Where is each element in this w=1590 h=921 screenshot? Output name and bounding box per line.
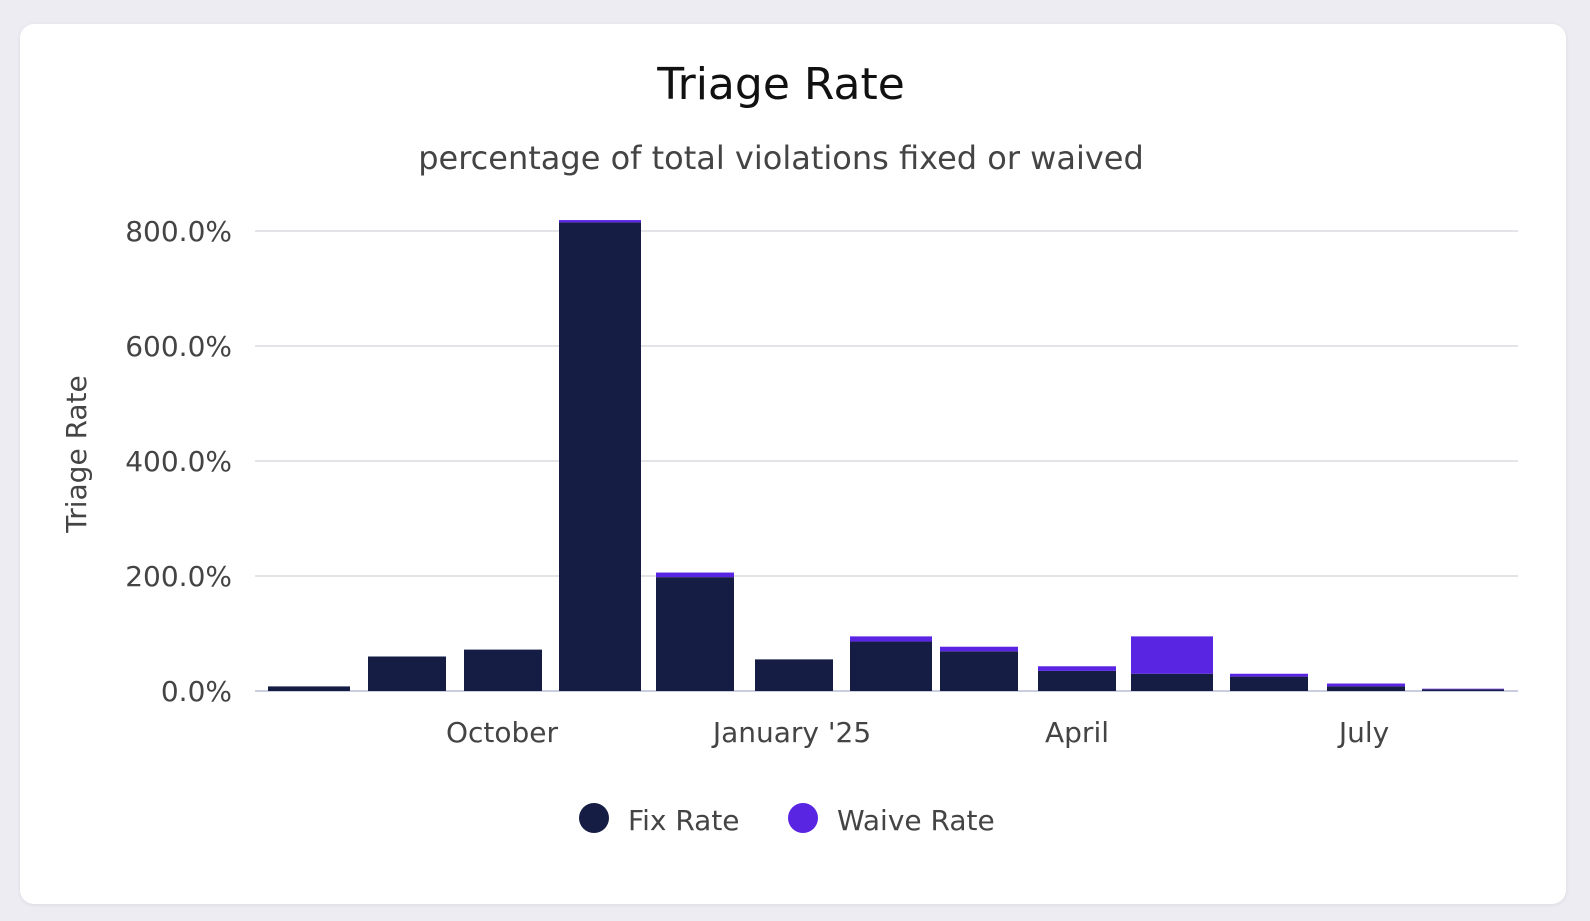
legend-label: Fix Rate	[628, 804, 740, 837]
chart-subtitle: percentage of total violations fixed or …	[418, 139, 1144, 177]
x-tick-labels: October January '25 April July	[446, 716, 1389, 749]
x-tick-label: April	[1045, 716, 1109, 749]
bar-fix-rate-2024-09[interactable]	[368, 656, 446, 692]
y-tick-label: 0.0%	[161, 675, 232, 708]
y-tick-label: 800.0%	[125, 215, 232, 248]
bar-waive-rate-2025-05[interactable]	[1131, 636, 1213, 674]
chart-card	[20, 24, 1566, 904]
legend: Fix Rate Waive Rate	[579, 803, 995, 837]
bar-fix-rate-2025-06[interactable]	[1230, 676, 1308, 691]
bar-fix-rate-2024-12[interactable]	[656, 577, 734, 691]
bar-fix-rate-2025-07[interactable]	[1327, 686, 1405, 691]
legend-item-waive-rate[interactable]: Waive Rate	[788, 803, 995, 837]
bar-fix-rate-2024-08[interactable]	[268, 686, 350, 691]
legend-item-fix-rate[interactable]: Fix Rate	[579, 803, 740, 837]
legend-marker	[788, 803, 818, 833]
grid-layer	[255, 230, 1518, 692]
bar-waive-rate-2025-07[interactable]	[1327, 683, 1405, 687]
bar-waive-rate-2024-12[interactable]	[656, 572, 734, 578]
bar-fix-rate-2024-11[interactable]	[559, 222, 641, 691]
bar-fix-rate-2025-01[interactable]	[755, 659, 833, 691]
y-tick-labels: 0.0% 200.0% 400.0% 600.0% 800.0%	[125, 215, 232, 708]
legend-label: Waive Rate	[837, 804, 995, 837]
legend-marker	[579, 803, 609, 833]
bar-waive-rate-2024-11[interactable]	[559, 220, 641, 223]
bar-fix-rate-2025-03[interactable]	[940, 651, 1018, 691]
bar-waive-rate-2025-04[interactable]	[1038, 666, 1116, 671]
bar-fix-rate-2025-05[interactable]	[1131, 673, 1213, 691]
bar-fix-rate-2025-04[interactable]	[1038, 670, 1116, 691]
x-tick-label: July	[1337, 716, 1389, 749]
chart-title: Triage Rate	[656, 59, 905, 110]
y-tick-label: 600.0%	[125, 330, 232, 363]
y-tick-label: 400.0%	[125, 445, 232, 478]
bar-fix-rate-2025-02[interactable]	[850, 641, 932, 691]
x-tick-label: October	[446, 716, 559, 749]
bar-waive-rate-2025-08[interactable]	[1422, 688, 1504, 690]
y-axis-title: Triage Rate	[60, 375, 93, 534]
bar-waive-rate-2025-03[interactable]	[940, 646, 1018, 652]
bar-fix-rate-2024-10[interactable]	[464, 649, 542, 691]
bar-waive-rate-2025-02[interactable]	[850, 636, 932, 642]
bar-waive-rate-2025-06[interactable]	[1230, 673, 1308, 677]
x-tick-label: January '25	[711, 716, 871, 749]
bars-layer	[268, 220, 1504, 691]
bar-fix-rate-2025-08[interactable]	[1422, 689, 1504, 691]
y-tick-label: 200.0%	[125, 560, 232, 593]
